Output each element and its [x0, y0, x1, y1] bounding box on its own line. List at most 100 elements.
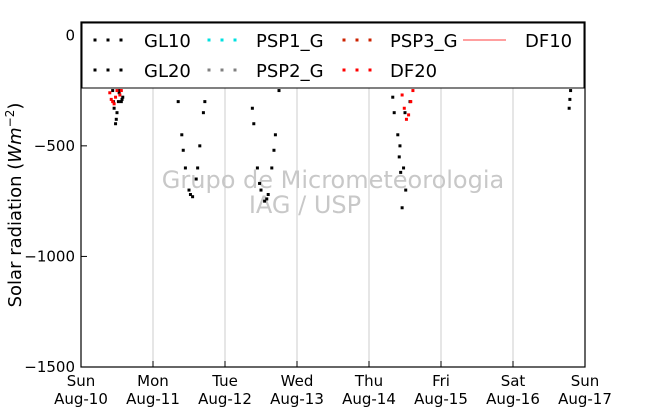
data-point [266, 193, 270, 196]
data-point [114, 122, 118, 126]
data-point [391, 95, 395, 99]
data-point [115, 89, 119, 93]
data-point [409, 100, 413, 104]
data-point [400, 93, 404, 97]
legend-swatch [220, 38, 224, 42]
data-point [411, 89, 415, 93]
legend-label: PSP1_G [256, 31, 324, 52]
data-point [263, 199, 267, 203]
data-point [188, 193, 192, 196]
data-point [259, 188, 263, 192]
data-point [392, 111, 396, 115]
data-point [407, 113, 411, 117]
legend-swatch [119, 68, 123, 72]
data-point [400, 206, 404, 210]
data-point [176, 100, 180, 104]
legend-swatch [207, 68, 211, 72]
x-tick-label-date: Aug-10 [54, 390, 108, 408]
data-point [270, 166, 274, 170]
data-point [187, 188, 191, 192]
legend-label: GL10 [144, 31, 191, 52]
data-point [198, 144, 202, 148]
x-tick-label-date: Aug-14 [342, 390, 396, 408]
data-point [114, 117, 118, 121]
x-tick-label-day: Wed [281, 372, 314, 390]
legend-swatch [93, 38, 97, 42]
y-axis-label: Solar radiation (Wm−2) [3, 103, 26, 308]
legend-label: GL20 [144, 61, 191, 82]
data-point [108, 91, 112, 95]
data-point [114, 95, 118, 99]
data-point [194, 177, 198, 181]
x-tick-label-day: Sun [571, 372, 600, 390]
legend-label: PSP3_G [390, 31, 458, 52]
x-tick-label-day: Mon [137, 372, 169, 390]
data-point [121, 95, 125, 99]
data-point [252, 122, 256, 126]
data-point [273, 133, 277, 137]
legend-swatch [207, 38, 211, 42]
legend-swatch [93, 68, 97, 72]
data-point [183, 166, 187, 170]
legend-swatch [355, 68, 359, 72]
x-tick-label-date: Aug-13 [270, 390, 324, 408]
data-point [119, 89, 123, 93]
watermark: Grupo de Micrometeorologia IAG / USP [162, 166, 504, 219]
data-point [265, 197, 269, 201]
legend-swatch [233, 68, 237, 72]
legend-swatch [220, 68, 224, 72]
data-point [398, 144, 402, 148]
legend-label: DF10 [525, 31, 572, 52]
data-point [403, 111, 407, 115]
legend-swatch [106, 38, 110, 42]
y-tick-label: −1000 [24, 247, 75, 265]
x-tick-label-date: Aug-16 [486, 390, 540, 408]
data-point [115, 111, 119, 115]
data-point [567, 106, 571, 110]
legend-swatch [355, 38, 359, 42]
data-point [402, 166, 406, 170]
data-point [404, 188, 408, 192]
data-point [399, 170, 403, 174]
axes: SunAug-10MonAug-11TueAug-12WedAug-13ThuA… [24, 26, 612, 408]
legend-swatch [342, 38, 346, 42]
data-point [272, 148, 276, 152]
data-point [181, 148, 185, 152]
data-point [404, 117, 408, 121]
data-point [191, 195, 195, 199]
data-point [112, 102, 116, 106]
legend-label: PSP2_G [256, 61, 324, 82]
data-point [396, 133, 400, 137]
x-tick-label-day: Sat [501, 372, 526, 390]
legend-label: DF20 [390, 61, 437, 82]
data-point [116, 100, 120, 104]
data-point [112, 106, 116, 110]
data-point [196, 166, 200, 170]
plot-frame [80, 21, 586, 368]
x-tick-label-day: Thu [354, 372, 383, 390]
data-point [569, 89, 573, 93]
data-point [277, 89, 281, 93]
legend-swatch [106, 68, 110, 72]
x-tick-label-date: Aug-12 [198, 390, 252, 408]
data-point [203, 100, 207, 104]
data-point [250, 106, 254, 110]
legend-swatch [368, 38, 372, 42]
legend-box [81, 22, 585, 89]
x-tick-label-day: Fri [432, 372, 450, 390]
legend-swatch [119, 38, 123, 42]
data-point [201, 111, 205, 115]
data-point [111, 89, 115, 93]
x-tick-label-date: Aug-11 [126, 390, 180, 408]
x-tick-label-day: Tue [211, 372, 238, 390]
y-tick-label: 0 [65, 26, 75, 44]
legend-swatch [342, 68, 346, 72]
legend-swatch [368, 68, 372, 72]
data-point [180, 133, 184, 137]
data-point [119, 100, 123, 104]
legend-swatch [233, 38, 237, 42]
x-tick-label-date: Aug-17 [558, 390, 612, 408]
data-point [117, 91, 121, 95]
x-tick-label-day: Sun [67, 372, 96, 390]
data-point [402, 106, 406, 110]
